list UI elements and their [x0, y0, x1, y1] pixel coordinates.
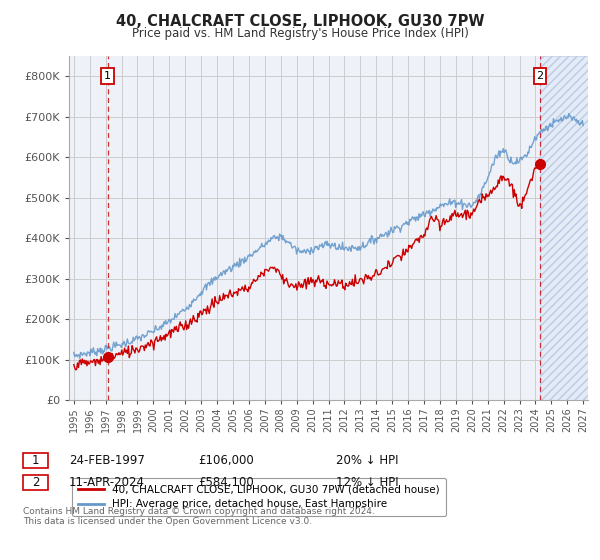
Text: 2: 2 [32, 476, 39, 489]
Legend: 40, CHALCRAFT CLOSE, LIPHOOK, GU30 7PW (detached house), HPI: Average price, det: 40, CHALCRAFT CLOSE, LIPHOOK, GU30 7PW (… [71, 478, 446, 516]
Text: 20% ↓ HPI: 20% ↓ HPI [336, 454, 398, 467]
Text: £106,000: £106,000 [198, 454, 254, 467]
Text: 11-APR-2024: 11-APR-2024 [69, 476, 145, 489]
Bar [540, 56, 588, 400]
Text: £584,100: £584,100 [198, 476, 254, 489]
Text: 40, CHALCRAFT CLOSE, LIPHOOK, GU30 7PW: 40, CHALCRAFT CLOSE, LIPHOOK, GU30 7PW [116, 14, 484, 29]
Text: Price paid vs. HM Land Registry's House Price Index (HPI): Price paid vs. HM Land Registry's House … [131, 27, 469, 40]
Text: 24-FEB-1997: 24-FEB-1997 [69, 454, 145, 467]
Text: 1: 1 [104, 71, 111, 81]
Text: Contains HM Land Registry data © Crown copyright and database right 2024.
This d: Contains HM Land Registry data © Crown c… [23, 507, 374, 526]
Bar [540, 56, 588, 400]
Bar [540, 56, 588, 400]
Text: 12% ↓ HPI: 12% ↓ HPI [336, 476, 398, 489]
Text: 1: 1 [32, 454, 39, 467]
Text: 2: 2 [536, 71, 544, 81]
